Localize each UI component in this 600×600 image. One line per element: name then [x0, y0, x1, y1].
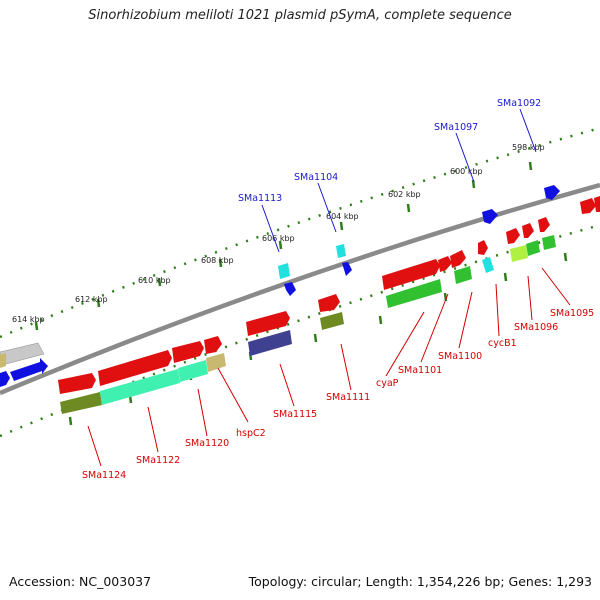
major-ticks: [34, 161, 533, 331]
gene-box: [386, 279, 442, 308]
gene-label-sma1104: SMa1104: [294, 172, 338, 183]
gene-box: [510, 245, 528, 262]
gene-arrow: [478, 240, 488, 255]
scale-label-600: 600 kbp: [450, 167, 483, 176]
gene-arrow: [506, 228, 520, 244]
gene-arrow: [0, 371, 10, 387]
gene-arrow: [594, 196, 600, 212]
gene-box: [100, 369, 180, 405]
gene-arrow: [336, 244, 346, 258]
genome-backbone: [0, 182, 600, 396]
gene-box: [178, 360, 208, 382]
gene-label-sma1122: SMa1122: [136, 455, 180, 466]
scale-label-606: 606 kbp: [262, 234, 295, 243]
gene-arrow: [538, 217, 550, 232]
gene-label-sma1113: SMa1113: [238, 193, 282, 204]
gene-box: [0, 342, 45, 367]
gene-label-sma1096: SMa1096: [514, 322, 558, 333]
gene-arrow: [450, 250, 466, 268]
gene-label-sma1097: SMa1097: [434, 122, 478, 133]
scale-label-598: 598 kbp: [512, 143, 545, 152]
top-label-lines: [261, 108, 537, 253]
gene-arrow: [580, 198, 596, 214]
gene-box: [526, 240, 540, 256]
gene-arrow: [482, 209, 498, 224]
scale-label-602: 602 kbp: [388, 190, 421, 199]
gene-label-sma1115: SMa1115: [273, 409, 317, 420]
gene-arrow: [544, 185, 560, 200]
gene-label-sma1124: SMa1124: [82, 470, 126, 481]
gene-label-sma1111: SMa1111: [326, 392, 370, 403]
gene-box: [454, 266, 472, 284]
gene-arrow: [284, 282, 296, 296]
gene-label-cycb1: cycB1: [488, 338, 517, 349]
gene-arrow: [342, 262, 352, 276]
gene-label-sma1120: SMa1120: [185, 438, 229, 449]
scale-label-612: 612 kbp: [75, 295, 108, 304]
scale-label-608: 608 kbp: [201, 256, 234, 265]
scale-label-614: 614 kbp: [12, 315, 45, 324]
topology-summary: Topology: circular; Length: 1,354,226 bp…: [248, 574, 592, 589]
accession-label: Accession: NC_003037: [9, 574, 152, 589]
scale-label-604: 604 kbp: [326, 212, 359, 221]
gene-arrow: [438, 256, 452, 272]
gene-label-sma1092: SMa1092: [497, 98, 541, 109]
gene-box: [60, 392, 102, 414]
gene-arrow: [318, 294, 340, 312]
top-features: [0, 185, 560, 387]
gene-arrow: [58, 373, 96, 394]
gene-arrow: [172, 341, 204, 363]
gene-box: [206, 353, 226, 372]
gene-label-sma1100: SMa1100: [438, 351, 482, 362]
gene-label-cyap: cyaP: [376, 378, 399, 389]
gene-box: [320, 312, 344, 330]
gene-box: [248, 330, 292, 356]
map-title: Sinorhizobium meliloti 1021 plasmid pSym…: [88, 8, 512, 23]
gene-arrow: [382, 259, 440, 290]
gene-arrow: [204, 336, 222, 354]
gene-label-sma1101: SMa1101: [398, 365, 442, 376]
gene-arrow: [98, 350, 172, 386]
gene-arrow: [278, 263, 290, 279]
scale-label-610: 610 kbp: [138, 276, 171, 285]
gene-arrow: [522, 223, 534, 238]
gene-label-sma1095: SMa1095: [550, 308, 594, 319]
gene-arrow: [10, 358, 48, 381]
gene-box: [0, 353, 6, 368]
gene-box: [542, 235, 556, 250]
bottom-label-lines: [87, 267, 571, 467]
gene-box: [482, 257, 494, 273]
gene-label-hspc2: hspC2: [236, 428, 266, 439]
bottom-features: [58, 196, 600, 414]
gene-arrow: [246, 311, 290, 336]
